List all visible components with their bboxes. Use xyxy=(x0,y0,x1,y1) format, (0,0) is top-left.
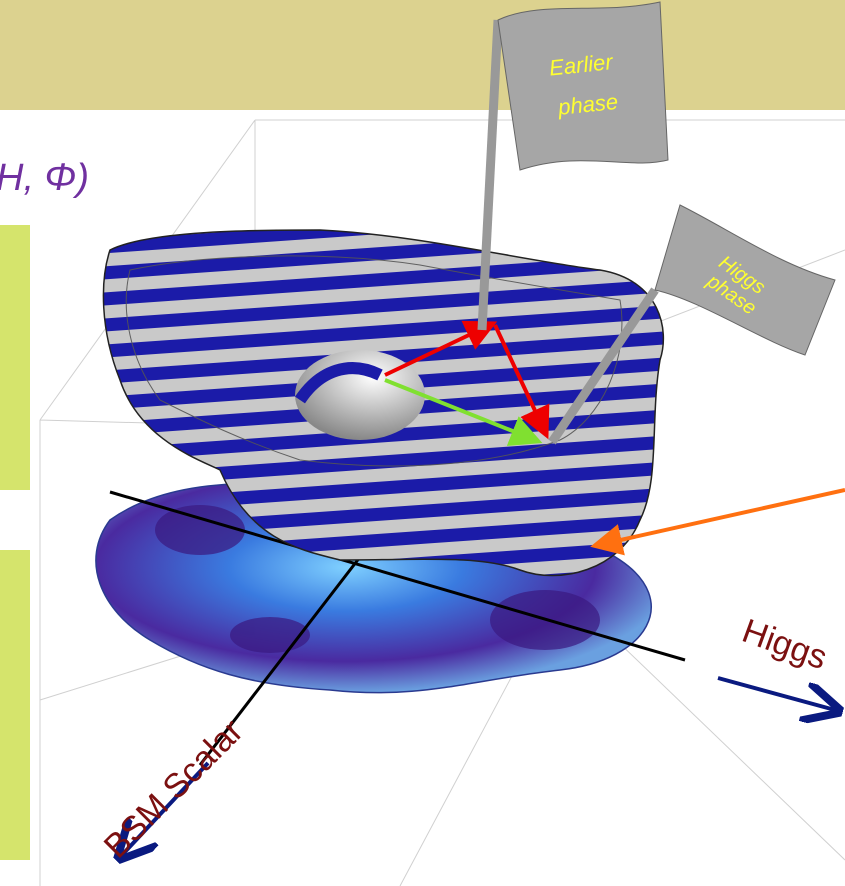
arrow xyxy=(590,488,845,556)
dome-stripe xyxy=(295,362,383,404)
axis-arrow xyxy=(122,761,210,855)
side-box xyxy=(0,225,30,490)
side-box xyxy=(0,550,30,860)
flag xyxy=(654,204,836,356)
flag-pole xyxy=(477,19,503,331)
axis-label: Higgs xyxy=(737,612,832,677)
contour-minima xyxy=(155,505,600,653)
axis-line xyxy=(109,490,686,662)
arrow xyxy=(384,378,543,446)
axis-label: BSM Scalar xyxy=(97,712,251,866)
header-text: H, Φ) xyxy=(0,157,89,199)
flag xyxy=(497,1,669,171)
arrow xyxy=(384,320,498,377)
flag-pole xyxy=(548,287,659,445)
arrow xyxy=(493,324,550,440)
axis-arrow xyxy=(717,676,835,710)
header-band xyxy=(0,0,845,110)
